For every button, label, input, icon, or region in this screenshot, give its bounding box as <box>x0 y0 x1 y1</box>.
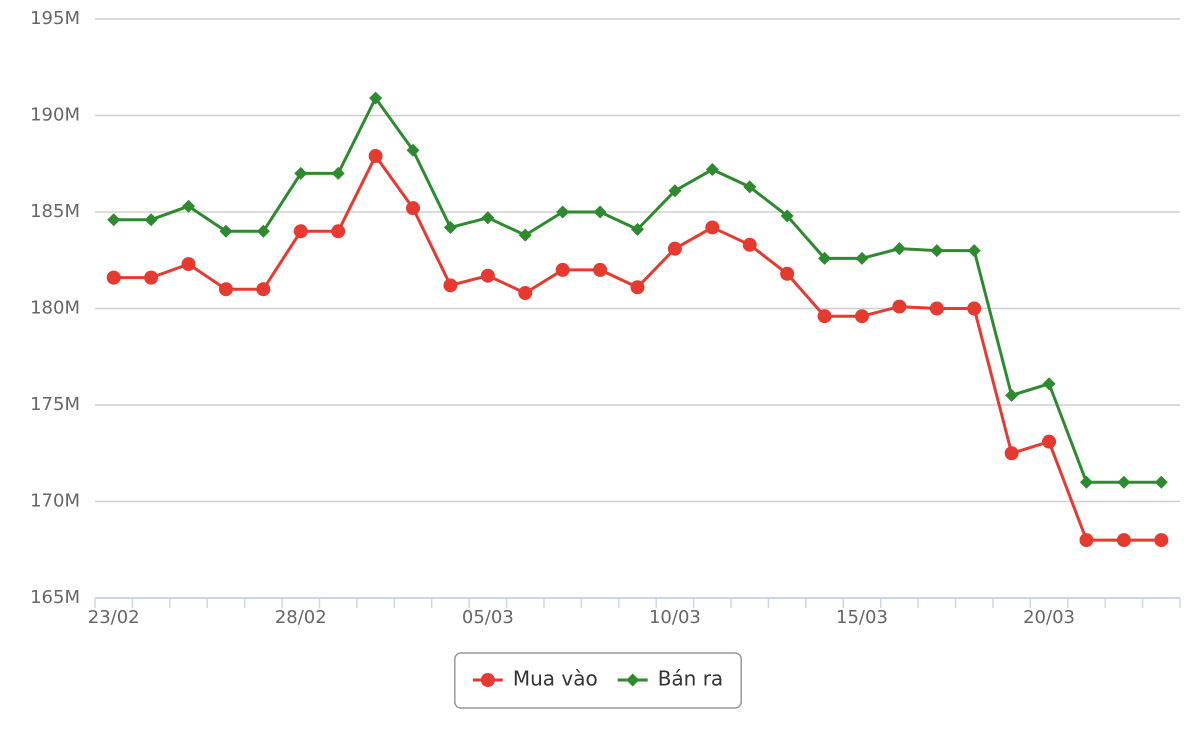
marker <box>1079 533 1094 548</box>
marker <box>481 211 495 225</box>
x-tick-label: 15/03 <box>836 607 888 628</box>
marker <box>854 309 869 324</box>
y-tick-label: 175M <box>30 394 80 415</box>
marker <box>743 180 757 194</box>
x-tick-label: 20/03 <box>1023 607 1075 628</box>
y-tick-label: 185M <box>30 201 80 222</box>
marker <box>106 270 121 285</box>
marker <box>406 201 421 216</box>
marker <box>855 251 869 265</box>
y-tick-label: 180M <box>30 298 80 319</box>
marker <box>218 282 233 297</box>
marker <box>780 209 794 223</box>
marker <box>626 673 640 687</box>
marker <box>780 266 795 281</box>
y-tick-label: 165M <box>30 587 80 608</box>
marker <box>443 220 457 234</box>
x-tick-label: 05/03 <box>462 607 514 628</box>
marker <box>555 262 570 277</box>
marker <box>518 286 533 301</box>
marker <box>631 222 644 236</box>
marker <box>930 244 944 258</box>
marker <box>817 309 832 324</box>
marker <box>705 163 719 177</box>
marker <box>182 199 196 213</box>
marker <box>1042 377 1056 391</box>
legend-box <box>454 652 742 709</box>
marker <box>1079 475 1093 489</box>
marker <box>967 301 982 316</box>
marker <box>967 244 981 258</box>
marker <box>1116 533 1131 548</box>
marker <box>593 205 607 219</box>
marker <box>144 213 158 227</box>
y-tick-label: 170M <box>30 491 80 512</box>
marker <box>929 301 944 316</box>
series-line <box>113 154 1162 542</box>
legend-label: Mua vào <box>513 667 598 691</box>
y-tick-label: 195M <box>30 8 80 29</box>
marker <box>181 257 196 272</box>
marker <box>556 205 570 219</box>
marker <box>293 224 308 239</box>
marker <box>1154 533 1169 548</box>
marker <box>742 237 757 252</box>
marker <box>443 278 458 293</box>
marker <box>144 270 159 285</box>
marker <box>256 224 270 238</box>
marker <box>368 149 383 164</box>
marker <box>1004 446 1019 461</box>
marker <box>668 184 682 198</box>
marker <box>705 220 720 235</box>
y-tick-label: 190M <box>30 105 80 126</box>
marker <box>1117 475 1131 489</box>
marker <box>331 166 345 180</box>
marker <box>892 242 906 256</box>
marker <box>667 241 682 256</box>
marker <box>369 91 383 105</box>
x-tick-label: 23/02 <box>88 607 140 628</box>
marker <box>480 268 495 283</box>
marker <box>256 282 271 297</box>
marker <box>1005 388 1019 402</box>
marker <box>107 213 121 227</box>
legend-label: Bán ra <box>658 667 724 691</box>
marker <box>518 228 532 242</box>
marker <box>294 166 308 180</box>
marker <box>1042 434 1057 449</box>
marker <box>1154 475 1168 489</box>
marker <box>818 251 832 265</box>
marker <box>630 280 645 295</box>
marker <box>219 224 233 238</box>
marker <box>480 673 495 687</box>
marker <box>593 262 608 277</box>
marker <box>331 224 346 239</box>
x-tick-label: 10/03 <box>649 607 701 628</box>
x-tick-label: 28/02 <box>275 607 327 628</box>
marker <box>892 299 907 314</box>
legend: Mua vào Bán ra <box>454 652 742 709</box>
marker <box>406 143 420 157</box>
